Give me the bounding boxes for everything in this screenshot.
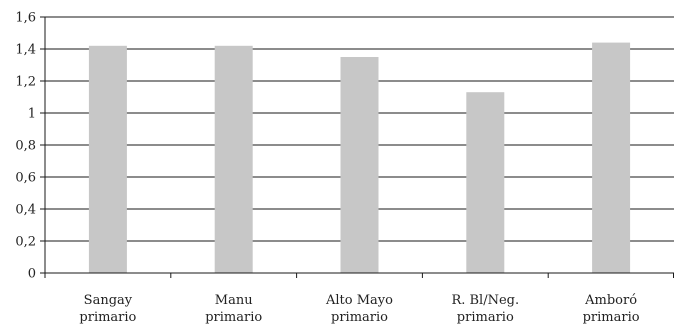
x-category-label: Manu primario <box>205 293 262 325</box>
x-axis-labels: Sangay primario Manu primario Alto Mayo prima… <box>79 293 639 325</box>
y-tick-label: 0,6 <box>15 171 36 186</box>
x-category-label-line: Manu <box>215 293 253 308</box>
x-category-label: Amboró primario <box>583 293 640 325</box>
y-axis-ticks: 0 0,2 0,4 0,6 0,8 1 1,2 1,4 1,6 <box>15 11 45 282</box>
x-category-label-line: Sangay <box>84 293 133 308</box>
x-category-label-line: Alto Mayo <box>325 293 393 308</box>
x-category-label-line: primario <box>583 310 640 325</box>
y-tick-label: 0,4 <box>15 203 36 218</box>
bars <box>88 42 631 273</box>
x-category-label-line: R. Bl/Neg. <box>451 293 519 308</box>
x-category-label: Alto Mayo primario <box>325 293 393 325</box>
x-category-label-line: Amboró <box>584 293 637 308</box>
x-category-label: R. Bl/Neg. primario <box>451 293 519 325</box>
bar <box>466 92 505 273</box>
x-category-label-line: primario <box>79 310 136 325</box>
bar <box>214 45 253 273</box>
x-category-label-line: primario <box>457 310 514 325</box>
y-tick-label: 0,8 <box>15 139 36 154</box>
x-category-label-line: primario <box>331 310 388 325</box>
y-tick-label: 0 <box>28 267 36 282</box>
y-tick-label: 1 <box>28 107 36 122</box>
y-tick-label: 1,2 <box>15 75 36 90</box>
y-tick-label: 0,2 <box>15 235 36 250</box>
bar <box>340 57 379 273</box>
y-tick-label: 1,4 <box>15 43 36 58</box>
bar <box>592 42 631 273</box>
x-category-label: Sangay primario <box>79 293 136 325</box>
x-category-label-line: primario <box>205 310 262 325</box>
bar <box>88 45 127 273</box>
y-tick-label: 1,6 <box>15 11 36 26</box>
